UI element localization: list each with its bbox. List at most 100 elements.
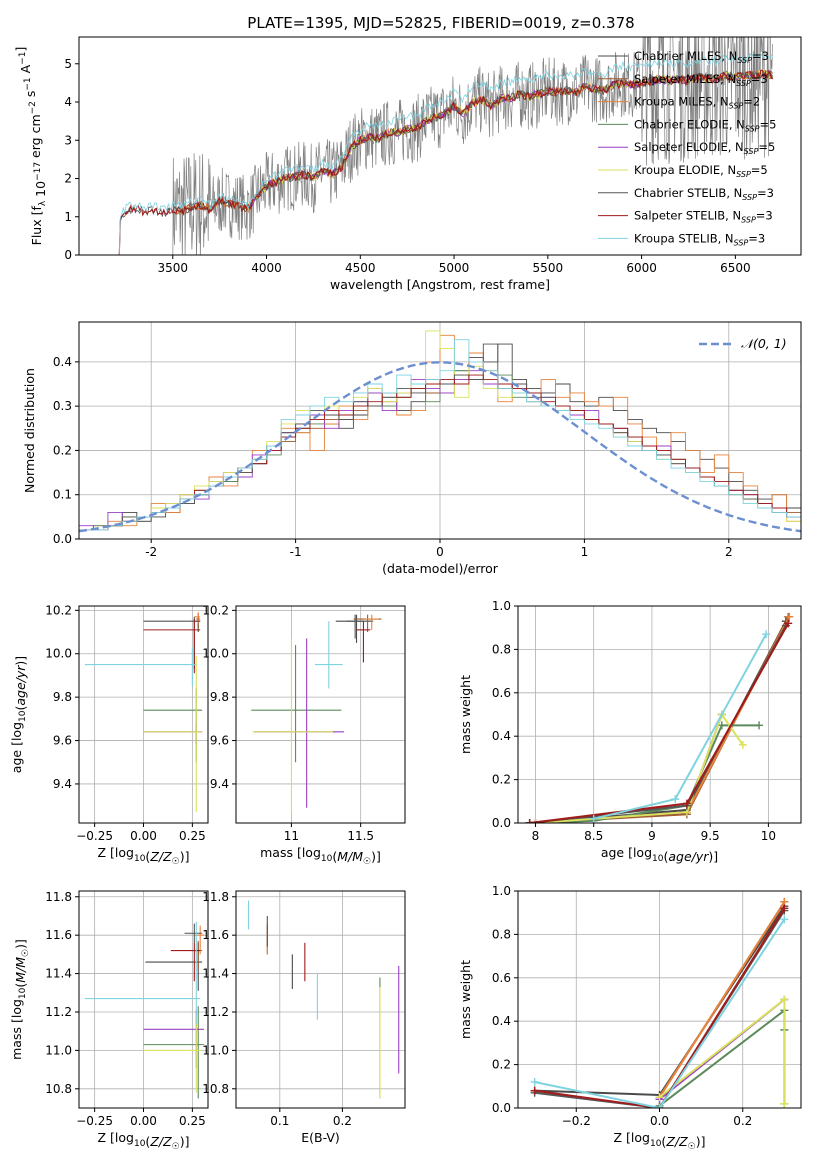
gaussian-curve bbox=[79, 361, 801, 533]
x-tick-label: 11.5 bbox=[347, 829, 374, 843]
point-marker bbox=[531, 819, 540, 823]
point-marker bbox=[784, 619, 793, 628]
point-marker bbox=[762, 630, 771, 639]
axis-label: mass [log10(M/M☉)] bbox=[9, 939, 31, 1060]
y-tick-label: 10.0 bbox=[202, 647, 229, 661]
y-tick-label: 0.2 bbox=[53, 443, 72, 457]
legend-entry: Chabrier ELODIE, NSSP=5 bbox=[634, 117, 776, 133]
point-marker bbox=[785, 612, 794, 621]
legend-entry: 𝒩(0, 1) bbox=[741, 336, 787, 351]
y-tick-label: 10.8 bbox=[45, 1082, 72, 1096]
y-tick-label: 9.8 bbox=[210, 690, 229, 704]
axis-label: age [log10(age/yr)] bbox=[9, 656, 28, 773]
point-marker bbox=[780, 915, 789, 924]
y-tick-label: 9.4 bbox=[53, 777, 72, 791]
histogram-step-line bbox=[79, 339, 801, 531]
point-marker bbox=[780, 1099, 789, 1108]
x-tick-label: −0.25 bbox=[76, 1114, 113, 1128]
point-marker bbox=[589, 814, 598, 823]
axis-label: Z [log10(Z/Z☉)] bbox=[613, 1130, 705, 1152]
x-tick-label: 0.2 bbox=[333, 1114, 352, 1128]
plot-area bbox=[84, 921, 205, 1099]
weight-series-line bbox=[534, 918, 786, 1108]
plot-area bbox=[525, 612, 794, 823]
axis-label: age [log10(age/yr)] bbox=[601, 845, 718, 864]
x-tick-label: 3500 bbox=[157, 261, 188, 275]
x-tick-label: 5000 bbox=[439, 261, 470, 275]
y-tick-label: 11.0 bbox=[45, 1043, 72, 1057]
point-marker bbox=[780, 904, 789, 913]
axes-frame bbox=[517, 605, 802, 824]
mass-weight-vs-Z-panel: −0.2 0.0 0.2 0.0 0.2 0.4 0.6 0.8 1.0 Z [log10(Z/Z… bbox=[458, 884, 802, 1152]
x-tick-label: 0.25 bbox=[179, 829, 206, 843]
axis-label: Z [log10(Z/Z☉)] bbox=[97, 1130, 189, 1152]
plot-area bbox=[530, 897, 789, 1108]
legend-entry: Salpeter STELIB, NSSP=3 bbox=[634, 209, 773, 225]
point-marker bbox=[682, 799, 691, 808]
axis-label: E(B-V) bbox=[301, 1130, 340, 1145]
y-tick-label: 1.0 bbox=[492, 599, 511, 613]
axis-label: Z [log10(Z/Z☉)] bbox=[97, 845, 189, 867]
point-marker bbox=[717, 721, 726, 730]
y-tick-label: 11.6 bbox=[45, 928, 72, 942]
x-tick-label: 2 bbox=[725, 545, 733, 559]
point-marker bbox=[655, 1104, 664, 1108]
y-tick-label: 0.2 bbox=[492, 773, 511, 787]
legend-entry: Chabrier STELIB, NSSP=3 bbox=[634, 186, 774, 202]
point-marker bbox=[655, 1093, 664, 1102]
y-tick-label: 11.0 bbox=[202, 1043, 229, 1057]
legend-entry: Salpeter ELODIE, NSSP=5 bbox=[634, 140, 775, 156]
y-tick-label: 3 bbox=[64, 133, 72, 147]
y-tick-label: 11.6 bbox=[202, 928, 229, 942]
y-tick-label: 1 bbox=[64, 210, 72, 224]
y-tick-label: 0.0 bbox=[492, 816, 511, 830]
y-tick-label: 9.6 bbox=[210, 734, 229, 748]
age-vs-mass-panel: 11 11.5 9.4 9.6 9.8 10.0 10.2 mass [log10(M/M☉)… bbox=[202, 603, 406, 867]
legend-entry: Kroupa STELIB, NSSP=3 bbox=[634, 231, 765, 247]
x-tick-label: 5500 bbox=[533, 261, 564, 275]
legend-entry: Kroupa ELODIE, NSSP=5 bbox=[634, 163, 768, 179]
spectrum-panel: 3500 4000 4500 5000 5500 6000 6500 0 1 2 3 4 5 wavele… bbox=[13, 36, 802, 292]
x-tick-label: 6000 bbox=[626, 261, 657, 275]
axis-label: mass weight bbox=[458, 675, 473, 754]
y-tick-label: 0.1 bbox=[53, 488, 72, 502]
y-tick-label: 10.8 bbox=[202, 1082, 229, 1096]
y-tick-label: 9.4 bbox=[210, 777, 229, 791]
plot-area bbox=[84, 612, 203, 813]
y-tick-label: 0.6 bbox=[492, 971, 511, 985]
axis-label: Flux [fλ 10−17 erg cm−2 s−1 A−1] bbox=[13, 47, 48, 246]
x-tick-label: 0.00 bbox=[130, 1114, 157, 1128]
point-marker bbox=[530, 1086, 539, 1095]
model-spectrum-line bbox=[116, 69, 774, 255]
mass-vs-ebv-panel: 0.1 0.2 10.8 11.0 11.2 11.4 11.6 11.8 E(B-V) bbox=[202, 890, 406, 1145]
x-tick-label: 0 bbox=[436, 545, 444, 559]
y-tick-label: 0.8 bbox=[492, 642, 511, 656]
point-marker bbox=[755, 721, 764, 730]
point-marker bbox=[780, 995, 789, 1004]
axes-frame bbox=[78, 36, 802, 256]
legend-entry: Salpeter MILES, NSSP=3 bbox=[634, 72, 768, 88]
y-tick-label: 0.6 bbox=[492, 686, 511, 700]
point-marker bbox=[738, 740, 747, 749]
point-marker bbox=[530, 1077, 539, 1086]
y-tick-label: 0 bbox=[64, 248, 72, 262]
x-tick-label: 9.5 bbox=[701, 829, 720, 843]
x-tick-label: 10 bbox=[761, 829, 776, 843]
y-tick-label: 9.8 bbox=[53, 690, 72, 704]
y-tick-label: 9.6 bbox=[53, 734, 72, 748]
y-tick-label: 0.2 bbox=[492, 1058, 511, 1072]
x-tick-label: 8 bbox=[532, 829, 540, 843]
y-tick-label: 11.8 bbox=[45, 890, 72, 904]
mass-weight-vs-age-panel: 8 8.5 9 9.5 10 0.0 0.2 0.4 0.6 0.8 1.0 age [log10(a… bbox=[458, 599, 802, 864]
point-marker bbox=[525, 819, 534, 823]
y-tick-label: 5 bbox=[64, 57, 72, 71]
y-tick-label: 0.4 bbox=[492, 729, 511, 743]
chart-layer: 3500 4000 4500 5000 5500 6000 6500 0 1 2 3 4 5 wavele… bbox=[9, 36, 802, 1152]
plot-area bbox=[247, 900, 400, 1099]
axis-label: Normed distribution bbox=[22, 368, 37, 493]
mass-vs-Z-panel: −0.25 0.00 0.25 10.8 11.0 11.2 11.4 11.6 11.8 Z [… bbox=[9, 890, 209, 1152]
x-tick-label: 0.00 bbox=[130, 829, 157, 843]
spectrum-legend: Chabrier MILES, NSSP=3 Salpeter MILES, NS… bbox=[598, 49, 776, 247]
weight-series-line bbox=[658, 901, 786, 1098]
